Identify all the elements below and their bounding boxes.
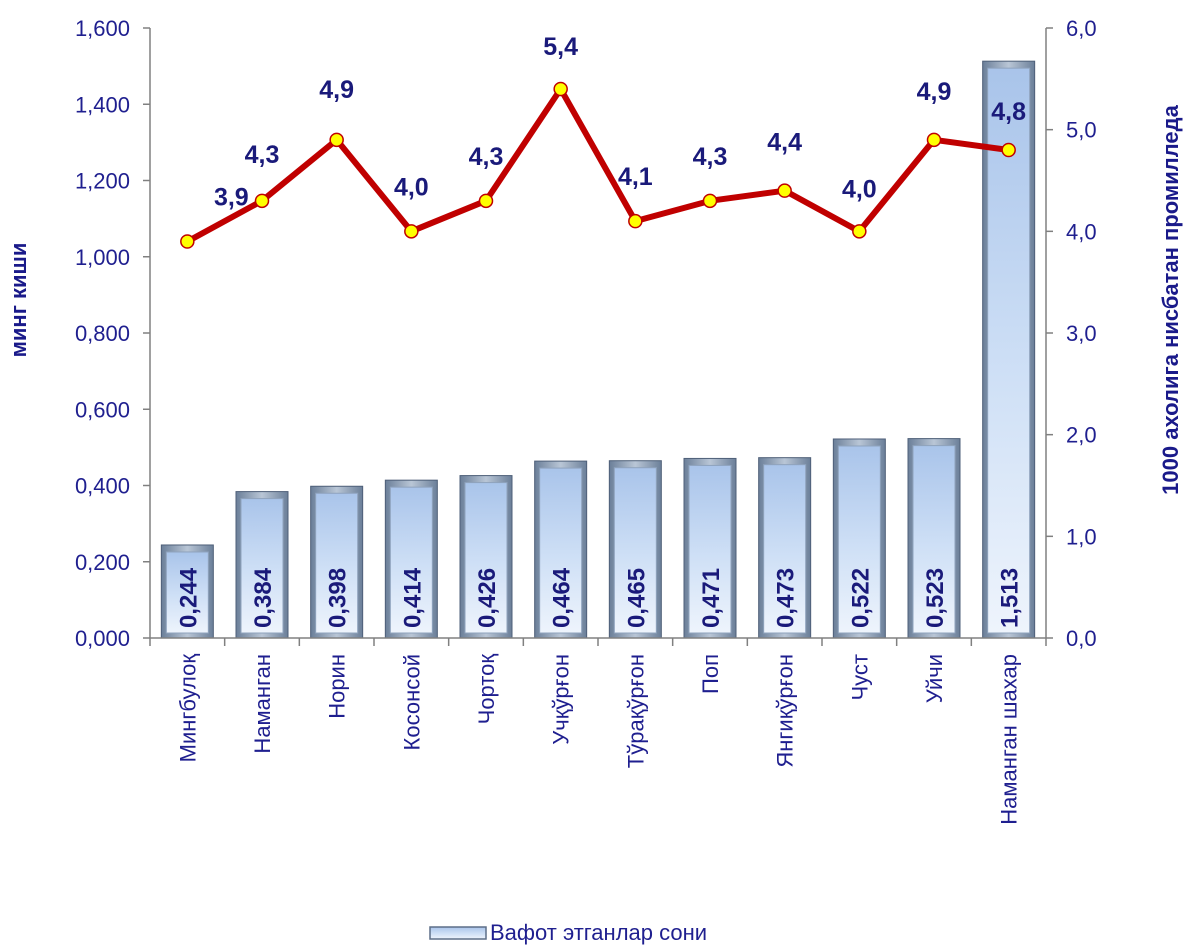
line-point [926, 132, 942, 148]
line-point [254, 193, 270, 209]
legend: Вафот этганлар сони [429, 920, 707, 945]
labels-layer: 0,244 0,384 0,398 0,414 0,426 0,464 0,465 0,471… [175, 33, 1026, 628]
bar [613, 467, 657, 634]
line-point [702, 193, 718, 209]
bar [987, 67, 1031, 634]
x-category-label: Наманган [250, 654, 275, 754]
bar [389, 486, 433, 634]
y-left-tick-label: 1,200 [75, 169, 130, 194]
y-left-tick-label: 0,000 [75, 626, 130, 651]
bars-layer [160, 60, 1036, 639]
bar [912, 445, 956, 634]
bar-value-label: 0,471 [698, 568, 725, 628]
line-value-label: 4,3 [693, 143, 728, 171]
bar [688, 464, 732, 634]
bar [464, 482, 508, 634]
line-layer [180, 81, 1016, 249]
y-axis-left-title: минг киши [6, 243, 31, 358]
line-value-label: 4,0 [394, 173, 429, 201]
bar [539, 467, 583, 634]
axes-layer: 0,000 0,200 0,400 0,600 0,800 1,000 1,200 1,400… [75, 16, 1097, 825]
x-category-label: Учқўрғон [549, 654, 574, 745]
y-left-tick-label: 1,400 [75, 92, 130, 117]
y-left-tick-label: 1,000 [75, 245, 130, 270]
y-left-tick-label: 0,200 [75, 550, 130, 575]
line-value-label: 4,9 [319, 76, 354, 104]
x-category-label: Мингбулоқ [175, 654, 200, 763]
line-series [185, 86, 1010, 245]
y-left-tick-label: 1,600 [75, 16, 130, 41]
y-right-tick-label: 1,0 [1066, 524, 1097, 549]
line-value-label: 3,9 [214, 184, 249, 212]
y-left-tick-label: 0,800 [75, 321, 130, 346]
y-right-tick-label: 0,0 [1066, 626, 1097, 651]
line-value-label: 4,9 [917, 78, 952, 106]
legend-label: Вафот этганлар сони [490, 920, 707, 945]
x-category-label: Норин [325, 654, 350, 719]
line-point [1001, 142, 1016, 158]
y-right-tick-label: 6,0 [1066, 16, 1097, 41]
bar-value-label: 0,244 [175, 567, 202, 628]
line-point [777, 183, 792, 198]
x-category-label: Янгиқўрғон [773, 654, 798, 768]
x-category-label: Наманган шахар [997, 654, 1022, 825]
y-right-tick-label: 5,0 [1066, 118, 1097, 143]
line-point [404, 224, 419, 239]
line-value-label: 4,3 [469, 143, 504, 171]
x-category-label: Чортоқ [474, 654, 499, 725]
bar-value-label: 0,465 [623, 568, 650, 628]
legend-swatch [429, 926, 487, 940]
line-point [329, 132, 344, 148]
line-value-label: 4,0 [842, 175, 877, 203]
x-category-label: Чуст [847, 654, 872, 701]
bar-value-label: 0,384 [250, 567, 277, 628]
bar-value-label: 0,464 [549, 567, 576, 628]
bar-value-label: 0,398 [325, 568, 352, 628]
bar [763, 464, 807, 634]
bar [315, 492, 359, 634]
y-left-tick-label: 0,400 [75, 474, 130, 499]
bar-value-label: 0,414 [399, 567, 426, 628]
x-category-label: Косонсой [399, 654, 424, 750]
x-category-label: Уйчи [922, 654, 947, 703]
line-value-label: 4,3 [245, 141, 280, 169]
bar-value-label: 0,473 [773, 568, 800, 628]
y-right-tick-label: 2,0 [1066, 423, 1097, 448]
line-value-label: 4,1 [618, 163, 653, 191]
bar [837, 445, 881, 634]
bar [165, 551, 209, 634]
line-point [553, 81, 568, 97]
y-left-tick-label: 0,600 [75, 397, 130, 422]
bar-value-label: 0,426 [474, 568, 501, 628]
y-axis-right-title: 1000 ахолига нисбатан промилледа [1158, 104, 1183, 494]
x-category-label: Поп [698, 654, 723, 694]
bar-value-label: 0,523 [922, 568, 949, 628]
line-point [852, 224, 867, 239]
y-right-tick-label: 4,0 [1066, 219, 1097, 244]
bar [240, 498, 284, 634]
line-value-label: 4,8 [991, 98, 1026, 126]
line-point [478, 193, 494, 209]
bar-value-label: 0,522 [847, 568, 874, 628]
y-right-tick-label: 3,0 [1066, 321, 1097, 346]
line-value-label: 5,4 [543, 33, 578, 61]
bar-value-label: 1,513 [997, 568, 1024, 628]
line-point [628, 213, 643, 229]
line-point [180, 234, 195, 249]
x-category-label: Тўрақўрғон [623, 654, 648, 768]
line-value-label: 4,4 [767, 129, 802, 157]
